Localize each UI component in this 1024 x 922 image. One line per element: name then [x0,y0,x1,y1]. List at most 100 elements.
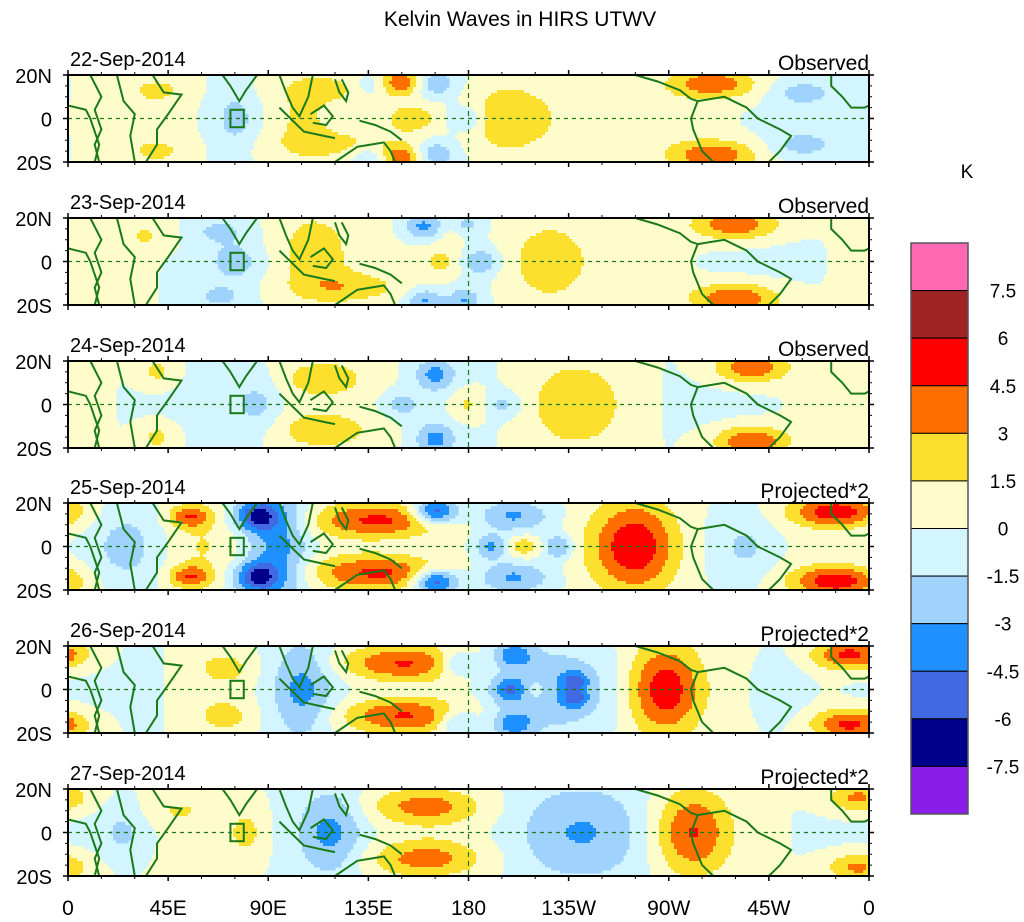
field-cell [242,715,261,719]
field-cell [203,536,234,540]
field-cell [494,302,693,305]
field-cell [293,290,387,294]
field-cell [677,721,699,725]
field-cell [293,646,306,650]
field-cell [521,682,534,686]
field-cell [158,569,171,573]
field-cell [530,141,681,145]
field-cell [263,539,291,543]
field-cell [776,442,792,446]
field-cell [410,864,444,868]
field-cell [548,548,567,552]
field-cell [167,554,201,558]
field-cell [170,578,177,582]
field-cell [83,792,114,796]
field-cell [659,828,672,832]
coastline-segment [359,690,403,713]
field-cell [428,503,447,507]
field-cell [494,727,504,731]
field-cell [368,296,402,300]
field-cell [734,542,756,546]
field-cell [257,527,273,531]
field-cell [419,584,426,588]
field-cell [152,236,180,240]
field-cell [464,400,471,404]
field-cell [521,406,540,410]
field-cell [149,864,270,868]
field-cell [395,397,411,401]
field-cell [308,442,339,446]
field-cell [68,864,84,868]
field-cell [503,263,522,267]
field-cell [275,382,294,386]
field-cell [815,569,855,573]
field-cell [521,266,582,270]
field-cell [158,837,237,841]
field-cell [530,721,567,725]
field-cell [458,388,486,392]
field-cell [68,724,78,728]
field-cell [641,646,693,650]
field-cell [167,533,192,537]
field-cell [617,667,633,671]
field-cell [254,144,285,148]
field-cell [650,685,684,689]
colorbar-tick-label: 3 [998,424,1009,445]
field-cell [371,721,432,725]
field-cell [245,575,252,579]
field-cell [269,518,279,522]
field-cell [446,400,465,404]
field-cell [782,557,869,561]
field-cell [695,379,735,383]
field-cell [77,724,90,728]
field-cell [695,697,708,701]
field-cell [326,126,396,130]
field-cell [164,727,261,731]
field-cell [233,578,240,582]
field-cell [329,661,345,665]
field-cell [584,557,600,561]
field-cell [671,144,747,148]
field-cell [812,727,828,731]
field-cell [254,521,270,525]
field-cell [167,557,192,561]
field-cell [491,293,690,297]
field-cell [497,664,591,668]
field-cell [290,427,363,431]
field-cell [239,843,252,847]
field-cell [413,296,477,300]
panel-label: Observed [778,52,869,75]
field-cell [287,563,297,567]
field-cell [164,694,255,698]
field-cell [68,373,150,377]
field-cell [737,415,869,419]
field-cell [413,233,435,237]
field-cell [857,512,869,516]
field-cell [68,503,81,507]
field-cell [104,548,144,552]
field-cell [287,578,297,582]
field-cell [491,284,531,288]
field-cell [854,792,864,796]
field-cell [251,512,270,516]
field-cell [644,581,672,585]
field-cell [497,563,513,567]
field-cell [233,828,258,832]
y-tick-label: 20S [16,724,52,746]
field-cell [803,584,819,588]
field-cell [542,230,558,234]
field-cell [839,724,861,728]
field-cell [269,254,291,258]
field-cell [668,557,684,561]
field-cell [686,373,720,377]
field-cell [341,96,423,100]
field-cell [710,293,759,297]
field-cell [428,84,450,88]
colorbar-swatch [910,765,969,815]
field-cell [629,676,642,680]
field-cell [134,388,171,392]
field-cell [149,433,165,437]
field-cell [680,700,693,704]
field-cell [68,849,90,853]
field-cell [269,373,294,377]
